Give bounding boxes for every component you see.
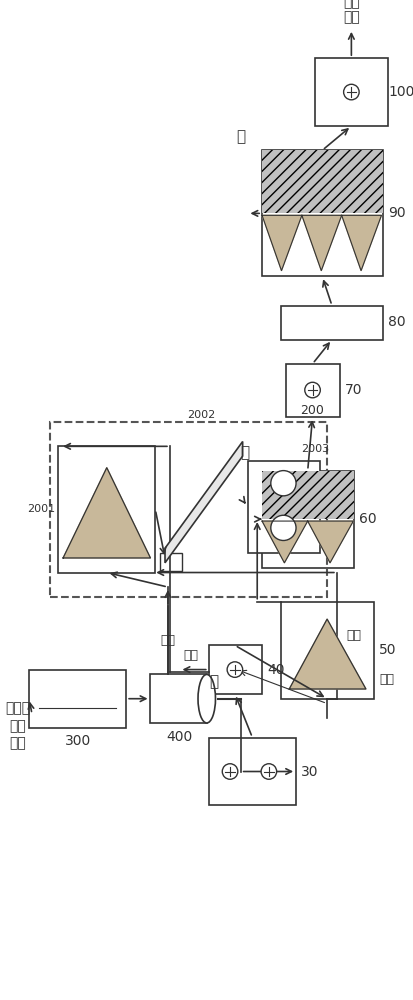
Text: 排放: 排放 bbox=[342, 0, 359, 9]
Circle shape bbox=[227, 662, 242, 677]
Text: 100: 100 bbox=[388, 85, 413, 99]
Bar bbox=[315, 58, 387, 126]
Circle shape bbox=[270, 471, 295, 496]
Text: 30: 30 bbox=[300, 765, 318, 779]
Text: 污泥: 污泥 bbox=[160, 634, 175, 647]
Text: 污泥: 污泥 bbox=[379, 673, 394, 686]
Polygon shape bbox=[261, 521, 307, 563]
Text: 2002: 2002 bbox=[186, 410, 214, 420]
Polygon shape bbox=[341, 215, 380, 271]
Text: 印染: 印染 bbox=[9, 719, 26, 733]
Text: 300: 300 bbox=[64, 734, 90, 748]
Bar bbox=[160, 553, 181, 571]
Bar bbox=[261, 150, 382, 276]
Bar bbox=[58, 446, 155, 573]
Text: 40: 40 bbox=[266, 663, 284, 677]
Polygon shape bbox=[165, 441, 242, 563]
Text: 污泥: 污泥 bbox=[183, 649, 198, 662]
Bar bbox=[29, 670, 126, 728]
Polygon shape bbox=[301, 215, 341, 271]
Bar bbox=[208, 645, 261, 694]
Circle shape bbox=[304, 382, 320, 398]
Polygon shape bbox=[307, 521, 352, 563]
Bar bbox=[208, 738, 295, 805]
Circle shape bbox=[261, 764, 276, 779]
Polygon shape bbox=[261, 215, 301, 271]
Bar bbox=[261, 471, 354, 519]
Text: 70: 70 bbox=[344, 383, 361, 397]
Bar bbox=[50, 422, 326, 597]
Polygon shape bbox=[63, 468, 150, 558]
Bar bbox=[286, 364, 339, 417]
Bar bbox=[247, 461, 320, 553]
Text: 400: 400 bbox=[166, 730, 192, 744]
Text: 水: 水 bbox=[209, 674, 218, 689]
Text: 200: 200 bbox=[300, 404, 324, 417]
Circle shape bbox=[270, 515, 295, 540]
Text: 2001: 2001 bbox=[27, 504, 55, 514]
Text: 90: 90 bbox=[387, 206, 405, 220]
Text: 2003: 2003 bbox=[301, 444, 329, 454]
Polygon shape bbox=[289, 619, 365, 689]
Text: 水: 水 bbox=[240, 446, 249, 461]
Ellipse shape bbox=[197, 674, 215, 723]
Text: 水: 水 bbox=[235, 129, 244, 144]
Bar bbox=[150, 674, 206, 723]
Text: 含染料: 含染料 bbox=[5, 701, 30, 715]
Circle shape bbox=[222, 764, 237, 779]
Bar bbox=[261, 471, 354, 568]
Bar bbox=[281, 602, 373, 699]
Text: 80: 80 bbox=[387, 315, 405, 329]
Text: 50: 50 bbox=[377, 643, 395, 657]
Circle shape bbox=[343, 84, 358, 100]
Bar bbox=[281, 306, 382, 340]
Text: 污泥: 污泥 bbox=[346, 629, 361, 642]
Text: 60: 60 bbox=[358, 512, 376, 526]
Text: 达标: 达标 bbox=[342, 10, 359, 24]
Bar bbox=[261, 150, 382, 213]
Text: 废水: 废水 bbox=[9, 736, 26, 750]
